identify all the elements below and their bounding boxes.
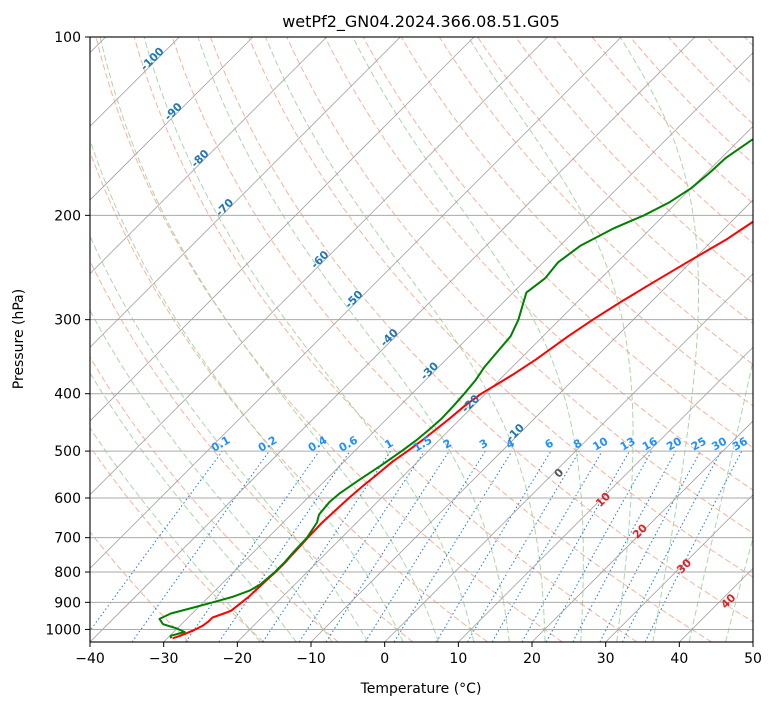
x-tick-label: −20 bbox=[223, 651, 253, 667]
y-tick-label: 200 bbox=[54, 208, 81, 224]
y-tick-label: 800 bbox=[54, 565, 81, 581]
x-tick-label: 0 bbox=[380, 651, 389, 667]
chart-title: wetPf2_GN04.2024.366.08.51.G05 bbox=[282, 12, 560, 32]
y-tick-label: 100 bbox=[54, 30, 81, 46]
y-tick-label: 400 bbox=[54, 387, 81, 403]
x-tick-label: 50 bbox=[744, 651, 762, 667]
x-tick-label: 10 bbox=[449, 651, 467, 667]
y-tick-label: 900 bbox=[54, 595, 81, 611]
y-tick-label: 700 bbox=[54, 531, 81, 547]
y-tick-label: 300 bbox=[54, 313, 81, 329]
isotherm-line bbox=[753, 37, 775, 642]
x-tick-label: −40 bbox=[75, 651, 105, 667]
y-axis-label: Pressure (hPa) bbox=[11, 289, 27, 389]
x-axis-label: Temperature (°C) bbox=[360, 681, 482, 697]
y-axis-ticks: 100 200 300 400 500 600 700 800 900 1000 bbox=[45, 30, 90, 638]
x-tick-label: −10 bbox=[296, 651, 326, 667]
x-tick-label: 40 bbox=[670, 651, 688, 667]
y-tick-label: 1000 bbox=[45, 622, 81, 638]
x-tick-label: 20 bbox=[523, 651, 541, 667]
x-tick-label: 30 bbox=[597, 651, 615, 667]
y-tick-label: 500 bbox=[54, 444, 81, 460]
y-tick-label: 600 bbox=[54, 491, 81, 507]
moist-adiabat-line bbox=[762, 37, 775, 642]
x-axis-ticks: −40 −30 −20 −10 0 10 20 30 40 50 bbox=[75, 642, 762, 667]
x-tick-label: −30 bbox=[149, 651, 179, 667]
